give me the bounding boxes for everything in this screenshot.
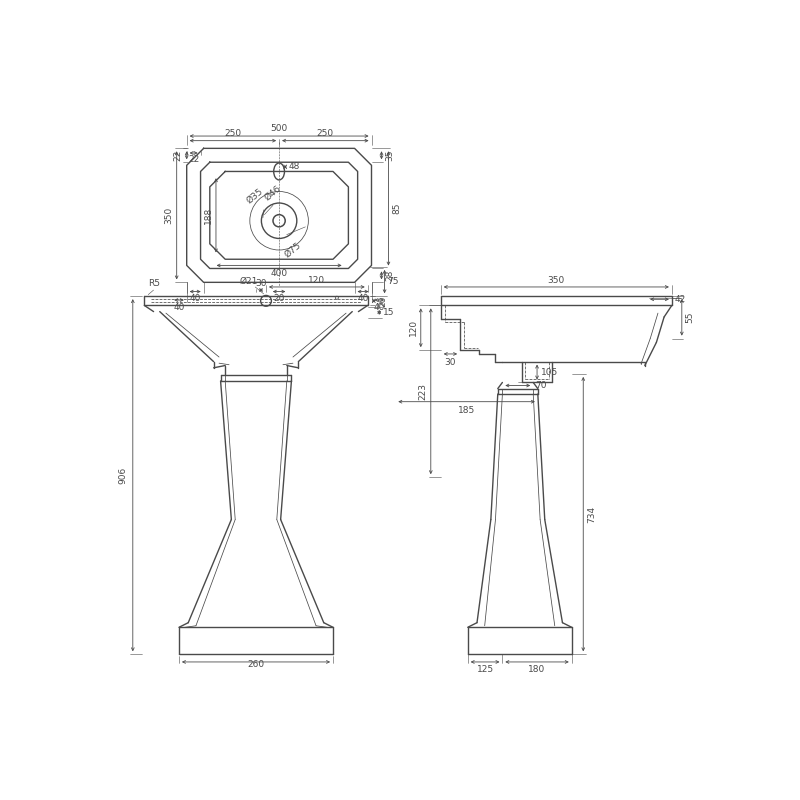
Text: 35: 35 [386,150,394,161]
Circle shape [274,216,284,226]
Text: 48: 48 [288,162,300,171]
Text: 70: 70 [535,381,547,390]
Text: 55: 55 [686,312,694,323]
Text: 188: 188 [204,206,213,224]
Text: 906: 906 [118,466,127,484]
Text: 734: 734 [587,506,596,522]
Text: 500: 500 [270,124,288,133]
Text: Ø21: Ø21 [240,277,258,286]
Text: 42: 42 [674,294,686,304]
Text: R5: R5 [148,279,160,289]
Text: 30: 30 [445,358,456,366]
Text: 40: 40 [374,303,385,312]
Text: 260: 260 [247,660,265,669]
Text: 20: 20 [378,295,387,306]
Text: 40: 40 [358,294,369,303]
Text: 22: 22 [174,150,183,161]
Text: 180: 180 [529,665,546,674]
Text: 20: 20 [274,294,285,303]
Text: 223: 223 [418,382,427,400]
Text: Ø46: Ø46 [263,183,283,202]
Text: 350: 350 [164,206,173,224]
Text: Ø35: Ø35 [245,186,265,206]
Text: 28: 28 [386,270,394,281]
Text: 30: 30 [255,279,266,289]
Text: 125: 125 [477,665,494,674]
Text: 22: 22 [188,155,199,164]
Text: Ø75: Ø75 [283,241,303,259]
Text: 400: 400 [270,270,288,278]
Text: 250: 250 [224,130,242,138]
Text: 40: 40 [174,303,185,312]
Text: 120: 120 [308,276,326,285]
Text: 105: 105 [541,367,558,377]
Text: 75: 75 [388,277,399,286]
Text: 85: 85 [392,202,402,214]
Text: 15: 15 [383,308,394,317]
Circle shape [273,214,286,227]
Text: 250: 250 [317,130,334,138]
Text: 40: 40 [190,294,201,303]
Text: 185: 185 [458,406,475,415]
Text: 350: 350 [548,276,565,285]
Text: 120: 120 [409,319,418,336]
